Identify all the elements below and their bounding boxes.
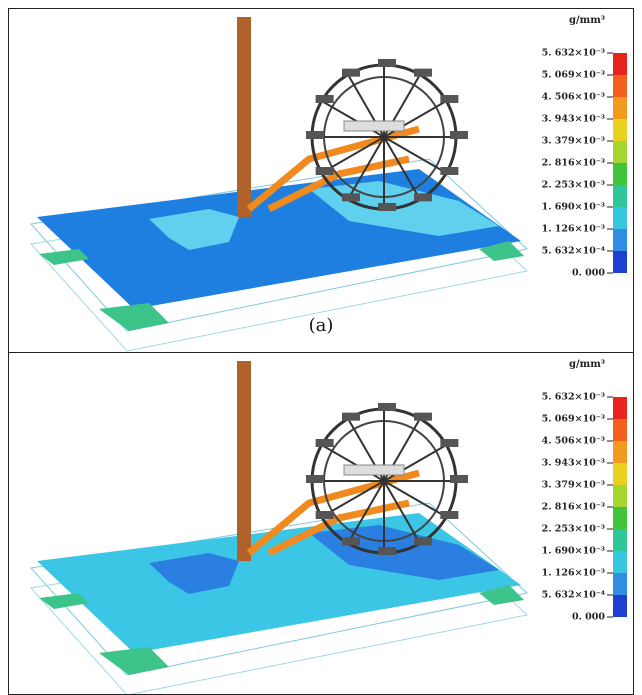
legend-label: 5. 069×10⁻³ bbox=[542, 414, 605, 425]
paddle bbox=[378, 203, 396, 211]
colorbar-segment bbox=[613, 529, 627, 551]
legend-label: 2. 253×10⁻³ bbox=[542, 180, 605, 191]
legend-label: 2. 253×10⁻³ bbox=[542, 524, 605, 535]
colorbar-segment bbox=[613, 485, 627, 507]
axle bbox=[344, 465, 404, 475]
legend-label: 2. 816×10⁻³ bbox=[542, 502, 605, 513]
paddle bbox=[378, 547, 396, 555]
colorbar-segment bbox=[613, 163, 627, 185]
paddle bbox=[306, 131, 324, 139]
paddle bbox=[450, 475, 468, 483]
paddle bbox=[414, 69, 432, 77]
paddle bbox=[316, 511, 334, 519]
paddle bbox=[316, 439, 334, 447]
legend-label: 5. 632×10⁻³ bbox=[542, 48, 605, 59]
caption: (a) bbox=[309, 315, 334, 336]
panel: g/mm³ 5. 632×10⁻³ 5. 069×10⁻³ 4. 506×10⁻³ 3.… bbox=[8, 8, 634, 353]
legend-label: 0. 000 bbox=[572, 268, 605, 279]
colorbar-segment bbox=[613, 463, 627, 485]
legend-label: 2. 816×10⁻³ bbox=[542, 158, 605, 169]
paddle bbox=[440, 167, 458, 175]
colorbar-segment bbox=[613, 229, 627, 251]
paddle bbox=[316, 167, 334, 175]
panel: g/mm³ 5. 632×10⁻³ 5. 069×10⁻³ 4. 506×10⁻³ 3.… bbox=[8, 352, 634, 695]
colorbar-segment bbox=[613, 97, 627, 119]
paddle bbox=[342, 193, 360, 201]
paddle bbox=[440, 95, 458, 103]
legend-label: 3. 379×10⁻³ bbox=[542, 480, 605, 491]
colorbar-segment bbox=[613, 397, 627, 419]
legend-label: 3. 943×10⁻³ bbox=[542, 458, 605, 469]
paddle bbox=[342, 69, 360, 77]
colorbar-segment bbox=[613, 441, 627, 463]
paddle bbox=[414, 537, 432, 545]
colorbar-segment bbox=[613, 419, 627, 441]
legend-label: 4. 506×10⁻³ bbox=[542, 92, 605, 103]
paddle bbox=[316, 95, 334, 103]
colorbar-segment bbox=[613, 207, 627, 229]
pole bbox=[237, 361, 251, 561]
legend-label: 3. 943×10⁻³ bbox=[542, 114, 605, 125]
legend-label: 1. 126×10⁻³ bbox=[542, 224, 605, 235]
water-surface bbox=[37, 169, 521, 309]
paddle bbox=[342, 537, 360, 545]
paddle bbox=[440, 511, 458, 519]
paddle bbox=[378, 59, 396, 67]
legend-label: 5. 632×10⁻⁴ bbox=[542, 590, 605, 601]
pole bbox=[237, 17, 251, 217]
colorbar-segment bbox=[613, 75, 627, 97]
legend-label: 0. 000 bbox=[572, 612, 605, 623]
legend-label: 1. 690×10⁻³ bbox=[542, 546, 605, 557]
paddle bbox=[450, 131, 468, 139]
colorbar-segment bbox=[613, 551, 627, 573]
paddle bbox=[414, 413, 432, 421]
colorbar-segment bbox=[613, 507, 627, 529]
legend-unit: g/mm³ bbox=[569, 359, 605, 370]
water-surface bbox=[37, 513, 521, 653]
axle bbox=[344, 121, 404, 131]
paddle bbox=[440, 439, 458, 447]
paddle bbox=[414, 193, 432, 201]
colorbar-segment bbox=[613, 251, 627, 273]
colorbar-segment bbox=[613, 53, 627, 75]
legend-label: 5. 069×10⁻³ bbox=[542, 70, 605, 81]
legend-label: 5. 632×10⁻³ bbox=[542, 392, 605, 403]
legend-label: 4. 506×10⁻³ bbox=[542, 436, 605, 447]
paddle bbox=[342, 413, 360, 421]
paddle bbox=[306, 475, 324, 483]
paddle bbox=[378, 403, 396, 411]
legend-label: 5. 632×10⁻⁴ bbox=[542, 246, 605, 257]
colorbar-segment bbox=[613, 573, 627, 595]
page: g/mm³ 5. 632×10⁻³ 5. 069×10⁻³ 4. 506×10⁻³ 3.… bbox=[0, 0, 642, 687]
legend-label: 3. 379×10⁻³ bbox=[542, 136, 605, 147]
legend-label: 1. 126×10⁻³ bbox=[542, 568, 605, 579]
colorbar-segment bbox=[613, 185, 627, 207]
colorbar-segment bbox=[613, 141, 627, 163]
legend-unit: g/mm³ bbox=[569, 15, 605, 26]
colorbar-segment bbox=[613, 595, 627, 617]
colorbar-segment bbox=[613, 119, 627, 141]
legend-label: 1. 690×10⁻³ bbox=[542, 202, 605, 213]
